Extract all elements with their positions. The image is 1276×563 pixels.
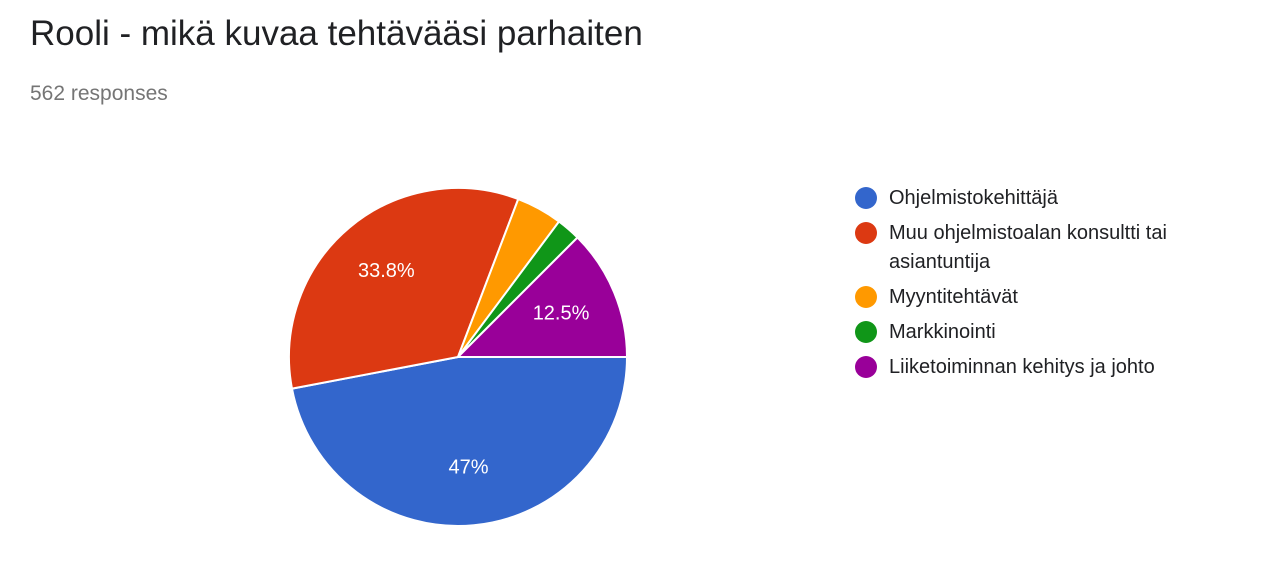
legend-label: Liiketoiminnan kehitys ja johto <box>889 356 1155 378</box>
slice-label-5: 12.5% <box>533 303 590 325</box>
legend-label: Muu ohjelmistoalan konsultti tai asiantu… <box>889 222 1167 273</box>
legend-item-4[interactable]: Markkinointi <box>855 318 1255 347</box>
pie-labels: 47% 33.8% 12.5% <box>358 260 590 479</box>
legend-label: Myyntitehtävät <box>889 286 1018 308</box>
pie-slice-2[interactable] <box>288 187 520 390</box>
pie-chart: 47% 33.8% 12.5% <box>288 187 629 528</box>
pie-slice-1[interactable] <box>290 356 629 528</box>
legend-item-1[interactable]: Ohjelmistokehittäjä <box>855 184 1255 213</box>
legend-item-5[interactable]: Liiketoiminnan kehitys ja johto <box>855 353 1255 382</box>
legend-color-dot <box>855 187 877 209</box>
pie-slice-5[interactable] <box>455 236 629 358</box>
slice-label-1: 47% <box>448 456 488 478</box>
legend-item-3[interactable]: Myyntitehtävät <box>855 283 1255 312</box>
legend-label: Ohjelmistokehittäjä <box>889 187 1058 209</box>
legend-color-dot <box>855 286 877 308</box>
legend: Ohjelmistokehittäjä Muu ohjelmistoalan ko… <box>855 184 1255 388</box>
slice-label-2: 33.8% <box>358 260 415 282</box>
legend-color-dot <box>855 222 877 244</box>
response-count: 562 responses <box>30 82 168 105</box>
pie-slices <box>288 187 629 528</box>
chart-title: Rooli - mikä kuvaa tehtävääsi parhaiten <box>30 14 643 53</box>
legend-color-dot <box>855 321 877 343</box>
legend-label: Markkinointi <box>889 321 996 343</box>
legend-item-2[interactable]: Muu ohjelmistoalan konsultti tai asiantu… <box>855 219 1255 277</box>
legend-color-dot <box>855 356 877 378</box>
